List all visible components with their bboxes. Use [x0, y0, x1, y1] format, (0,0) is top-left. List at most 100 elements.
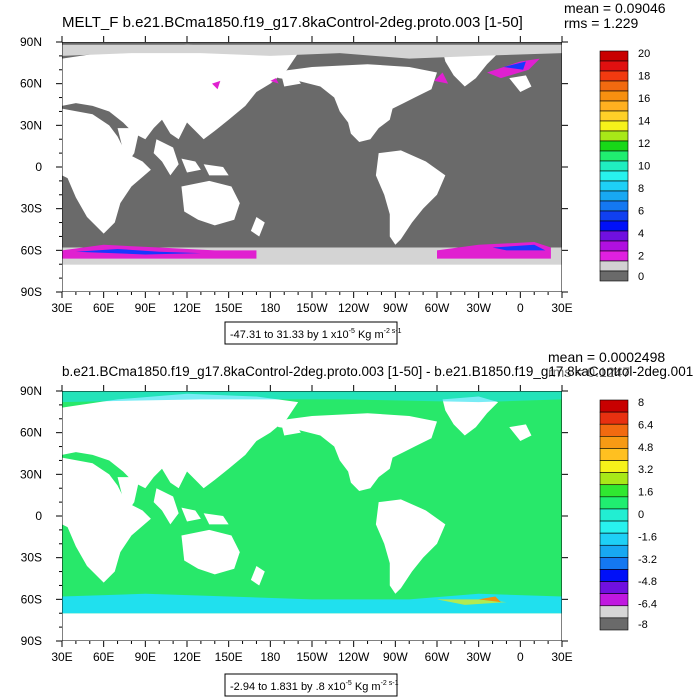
- diff-map-plot: [62, 391, 562, 641]
- colorbar-label: 8: [638, 183, 644, 195]
- y-tick-label: 60S: [21, 243, 42, 257]
- diff-map-range-units: Kg m: [352, 681, 381, 693]
- x-tick-label: 0: [517, 650, 524, 664]
- colorbar-label: 2: [638, 251, 644, 263]
- y-tick-label: 90N: [20, 35, 42, 49]
- colorbar-swatch: [599, 593, 629, 607]
- colorbar-label: 18: [638, 71, 650, 83]
- y-tick-label: 60N: [20, 77, 42, 91]
- colorbar-label: 20: [638, 48, 650, 60]
- svg-text:-2.94 to 1.831 by .8 x10-5 Kg: -2.94 to 1.831 by .8 x10-5 Kg m-2 s-1: [230, 680, 399, 693]
- colorbar-swatch: [599, 180, 629, 192]
- colorbar-label: 14: [638, 116, 650, 128]
- x-tick-label: 60W: [425, 301, 450, 315]
- x-tick-label: 60E: [93, 301, 114, 315]
- x-tick-label: 0: [517, 301, 524, 315]
- diff-map-range-label: -2.94 to 1.831 by .8 x10: [230, 681, 346, 693]
- x-tick-label: 30W: [466, 650, 491, 664]
- colorbar-label: 4: [638, 228, 644, 240]
- melt-map-range-units-exp: -2: [384, 328, 390, 335]
- x-tick-label: 150W: [296, 650, 328, 664]
- colorbar-swatch: [599, 130, 629, 142]
- y-tick-label: 30S: [21, 551, 42, 565]
- colorbar-label: 10: [638, 161, 650, 173]
- x-tick-label: 30E: [551, 301, 572, 315]
- colorbar-swatch: [599, 70, 629, 82]
- x-tick-label: 90W: [383, 301, 408, 315]
- x-tick-label: 120W: [338, 301, 370, 315]
- diff-map-features: [62, 391, 562, 614]
- y-tick-label: 90N: [20, 384, 42, 398]
- y-tick-label: 30N: [20, 118, 42, 132]
- colorbar-swatch: [599, 110, 629, 122]
- melt-map-rms: rms = 1.229: [564, 15, 639, 31]
- colorbar-swatch: [599, 260, 629, 272]
- x-tick-label: 150E: [215, 650, 243, 664]
- colorbar-swatch: [599, 80, 629, 92]
- colorbar-swatch: [599, 220, 629, 232]
- colorbar-swatch: [599, 436, 629, 449]
- colorbar-swatch: [599, 605, 629, 619]
- x-tick-label: 90E: [135, 301, 156, 315]
- colorbar-swatch: [599, 150, 629, 162]
- colorbar-swatch: [599, 472, 629, 486]
- colorbar-swatch: [599, 140, 629, 152]
- colorbar-swatch: [599, 50, 629, 62]
- colorbar-swatch: [599, 496, 629, 510]
- colorbar-label: 6: [638, 206, 644, 218]
- x-tick-label: 150W: [296, 301, 328, 315]
- colorbar-swatch: [599, 569, 629, 582]
- colorbar-swatch: [599, 399, 629, 413]
- colorbar-swatch: [599, 532, 629, 546]
- colorbar-swatch: [599, 120, 629, 132]
- colorbar-swatch: [599, 617, 629, 631]
- colorbar-label: -3.2: [638, 554, 657, 566]
- diff-map-axes: 30E 60E 90E 120E 150E 180 150W 120W 90W 60W 30W 0 30…: [20, 384, 573, 664]
- colorbar-label: 12: [638, 138, 650, 150]
- y-tick-label: 0: [35, 160, 42, 174]
- colorbar-label: 16: [638, 93, 650, 105]
- diff-map-range-units-exp: -2: [381, 680, 387, 687]
- x-tick-label: 150E: [215, 301, 243, 315]
- x-tick-label: 30E: [51, 301, 72, 315]
- colorbar-swatch: [599, 240, 629, 252]
- melt-map-panel: MELT_F b.e21.BCma1850.f19_g17.8kaControl…: [20, 0, 666, 345]
- x-tick-label: 120E: [173, 301, 201, 315]
- x-tick-label: 180: [260, 650, 280, 664]
- x-tick-label: 30E: [51, 650, 72, 664]
- svg-text:-47.31 to 31.33 by 1 x10-5 Kg: -47.31 to 31.33 by 1 x10-5 Kg m-2 s-1: [230, 328, 402, 341]
- diff-map-range-exp: -5: [346, 680, 352, 687]
- colorbar-swatch: [599, 170, 629, 182]
- x-tick-label: 60E: [93, 650, 114, 664]
- melt-map-range-units-s: s: [390, 328, 396, 335]
- melt-map-sea-ice-south: [62, 242, 562, 265]
- melt-map-range-exp: -5: [349, 328, 355, 335]
- melt-map-axes: 30E 60E 90E 120E 150E 180 150W 120W 90W 60W 30W 0 30…: [20, 35, 573, 315]
- colorbar-label: 3.2: [638, 464, 653, 476]
- colorbar-label: 0: [638, 509, 644, 521]
- melt-map-range-units-exp2: -1: [395, 328, 401, 335]
- colorbar-swatch: [599, 90, 629, 102]
- x-tick-label: 120W: [338, 650, 370, 664]
- diff-map-mean: mean = 0.0002498: [548, 349, 665, 365]
- x-tick-label: 90W: [383, 650, 408, 664]
- melt-map-sea-ice-north: [62, 44, 562, 90]
- x-tick-label: 30E: [551, 650, 572, 664]
- y-tick-label: 90S: [21, 285, 42, 299]
- x-tick-label: 30W: [466, 301, 491, 315]
- colorbar-swatch: [599, 160, 629, 172]
- colorbar-swatch: [599, 230, 629, 242]
- diff-map-panel: b.e21.BCma1850.f19_g17.8kaControl-2deg.p…: [20, 349, 693, 697]
- colorbar-label: -4.8: [638, 576, 657, 588]
- y-tick-label: 60N: [20, 426, 42, 440]
- colorbar-label: 1.6: [638, 487, 653, 499]
- diff-map-rms: rms = 0.1247: [548, 364, 630, 380]
- diff-map-range-box: -2.94 to 1.831 by .8 x10-5 Kg m-2 s-1: [224, 673, 399, 697]
- colorbar-swatch: [599, 250, 629, 262]
- colorbar-swatch: [599, 448, 629, 461]
- colorbar-swatch: [599, 60, 629, 72]
- x-tick-label: 60W: [425, 650, 450, 664]
- y-tick-label: 30N: [20, 467, 42, 481]
- diff-map-range-units-exp2: -1: [392, 680, 398, 687]
